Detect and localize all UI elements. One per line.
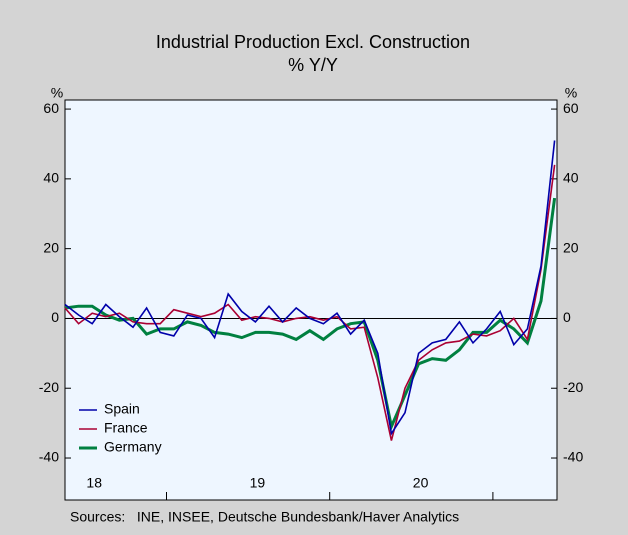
y2-tick-label: -40 <box>563 449 583 465</box>
y2-tick-label: -20 <box>563 379 583 395</box>
series-line <box>64 140 556 436</box>
chart-title: Industrial Production Excl. Construction <box>156 32 470 52</box>
y2-tick-label: 40 <box>563 170 579 186</box>
plot-area <box>64 99 558 501</box>
y-tick-label: 0 <box>51 309 59 325</box>
x-tick-label: 18 <box>86 475 102 491</box>
y-unit: % <box>51 85 63 101</box>
series-line <box>64 197 557 432</box>
x-tick-label: 19 <box>250 475 266 491</box>
y2-tick-label: 60 <box>563 100 579 116</box>
y2-tick-label: 20 <box>563 239 579 255</box>
legend-label: France <box>104 420 148 436</box>
chart-subtitle: % Y/Y <box>288 55 338 75</box>
y-tick-label: 20 <box>43 239 59 255</box>
series-line <box>64 164 556 441</box>
legend-label: Spain <box>104 401 140 417</box>
y-tick-label: 40 <box>43 170 59 186</box>
y-tick-label: -40 <box>39 449 59 465</box>
y-tick-label: -20 <box>39 379 59 395</box>
source-note: Sources: INE, INSEE, Deutsche Bundesbank… <box>70 509 459 525</box>
y2-tick-label: 0 <box>563 309 571 325</box>
y2-unit: % <box>565 85 577 101</box>
y-tick-label: 60 <box>43 100 59 116</box>
x-tick-label: 20 <box>413 475 429 491</box>
legend-label: Germany <box>104 439 162 455</box>
